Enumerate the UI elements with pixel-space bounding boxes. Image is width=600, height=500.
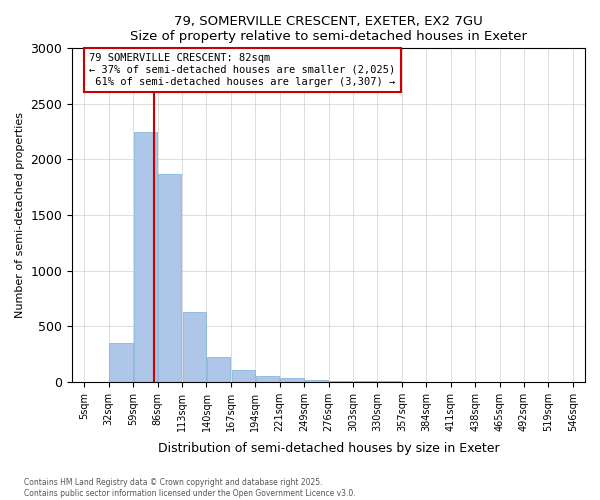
Y-axis label: Number of semi-detached properties: Number of semi-detached properties xyxy=(15,112,25,318)
Bar xyxy=(207,358,230,382)
Text: Contains HM Land Registry data © Crown copyright and database right 2025.
Contai: Contains HM Land Registry data © Crown c… xyxy=(24,478,356,498)
Title: 79, SOMERVILLE CRESCENT, EXETER, EX2 7GU
Size of property relative to semi-detac: 79, SOMERVILLE CRESCENT, EXETER, EX2 7GU… xyxy=(130,15,527,43)
Bar xyxy=(280,378,304,382)
Bar xyxy=(182,312,206,382)
Bar xyxy=(329,380,352,382)
Bar xyxy=(232,370,255,382)
Bar xyxy=(158,174,181,382)
Text: 79 SOMERVILLE CRESCENT: 82sqm
← 37% of semi-detached houses are smaller (2,025)
: 79 SOMERVILLE CRESCENT: 82sqm ← 37% of s… xyxy=(89,54,395,86)
Bar xyxy=(134,132,157,382)
Bar xyxy=(256,376,279,382)
X-axis label: Distribution of semi-detached houses by size in Exeter: Distribution of semi-detached houses by … xyxy=(158,442,499,455)
Bar xyxy=(109,343,133,382)
Bar xyxy=(353,381,377,382)
Bar xyxy=(305,380,328,382)
